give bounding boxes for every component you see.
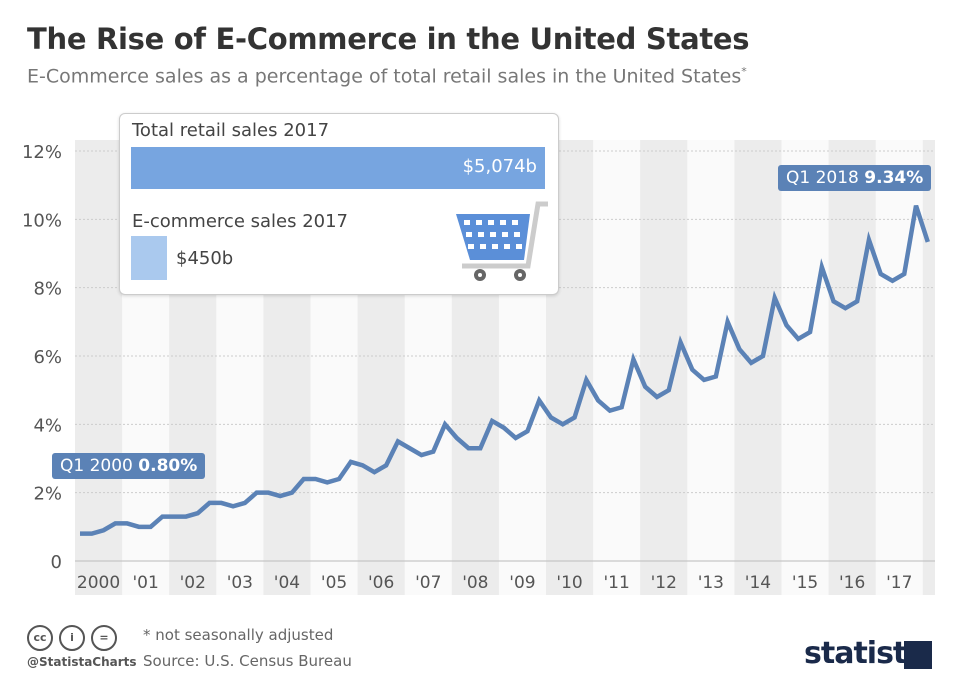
x-axis-ticks: 2000 '01 '02 '03 '04 '05 '06 '07 '08 '09 '10 '11 '12…: [77, 573, 912, 593]
x-tick-label: '14: [745, 573, 771, 593]
cc-icon: cc: [27, 625, 53, 651]
total-retail-value: $5,074b: [462, 156, 537, 177]
x-tick-label: '02: [180, 573, 206, 593]
subtitle-text: E-Commerce sales as a percentage of tota…: [27, 65, 742, 88]
year-band: [734, 140, 782, 595]
source: Source: U.S. Census Bureau: [143, 652, 352, 670]
x-tick-label: '13: [698, 573, 724, 593]
ecommerce-value: $450b: [176, 248, 234, 269]
x-tick-label: '06: [368, 573, 394, 593]
x-tick-label: '11: [603, 573, 629, 593]
x-tick-label: '10: [556, 573, 582, 593]
y-tick-label: 6%: [33, 347, 62, 368]
start-value-callout: Q1 2000 0.80%: [52, 453, 206, 479]
x-tick-label: '01: [132, 573, 158, 593]
x-tick-label: '16: [839, 573, 865, 593]
info-box: Total retail sales 2017 $5,074b E-commer…: [119, 113, 559, 295]
x-tick-label: '03: [227, 573, 253, 593]
x-tick-label: '07: [415, 573, 441, 593]
y-tick-label: 0: [51, 552, 62, 573]
year-band: [640, 140, 688, 595]
ecommerce-bar: [131, 236, 167, 280]
x-tick-label: '04: [274, 573, 300, 593]
y-tick-label: 12%: [22, 142, 62, 163]
y-tick-label: 10%: [22, 210, 62, 231]
x-tick-label: '09: [509, 573, 535, 593]
chart-subtitle: E-Commerce sales as a percentage of tota…: [27, 65, 747, 87]
subtitle-footnote-mark: *: [741, 65, 747, 78]
attribution-icon: i: [59, 625, 85, 651]
series-line: [79, 204, 930, 536]
year-band: [75, 140, 123, 595]
start-period: Q1 2000: [60, 456, 133, 476]
x-tick-label: '08: [462, 573, 488, 593]
year-band: [828, 140, 876, 595]
total-retail-label: Total retail sales 2017: [132, 120, 330, 141]
ecommerce-label: E-commerce sales 2017: [132, 211, 349, 232]
total-retail-bar: $5,074b: [131, 147, 545, 189]
chart-title: The Rise of E-Commerce in the United Sta…: [27, 22, 750, 56]
y-axis-ticks: 0 2% 4% 6% 8% 10% 12%: [22, 142, 62, 573]
start-value: 0.80%: [138, 456, 198, 476]
end-value: 9.34%: [864, 168, 924, 188]
shopping-cart-icon: [456, 201, 548, 281]
y-tick-label: 4%: [33, 415, 62, 436]
x-tick-label: '15: [792, 573, 818, 593]
y-tick-label: 2%: [33, 484, 62, 505]
x-tick-label: '05: [321, 573, 347, 593]
no-derivatives-icon: =: [91, 625, 117, 651]
end-period: Q1 2018: [786, 168, 859, 188]
footnote: * not seasonally adjusted: [143, 626, 334, 644]
y-tick-label: 8%: [33, 279, 62, 300]
x-tick-label: '12: [651, 573, 677, 593]
year-band: [922, 140, 935, 595]
x-tick-label: '17: [886, 573, 912, 593]
end-value-callout: Q1 2018 9.34%: [778, 165, 932, 191]
statista-logo-mark: [904, 641, 932, 669]
x-tick-label: 2000: [77, 573, 120, 593]
twitter-handle[interactable]: @StatistaCharts: [27, 655, 137, 669]
